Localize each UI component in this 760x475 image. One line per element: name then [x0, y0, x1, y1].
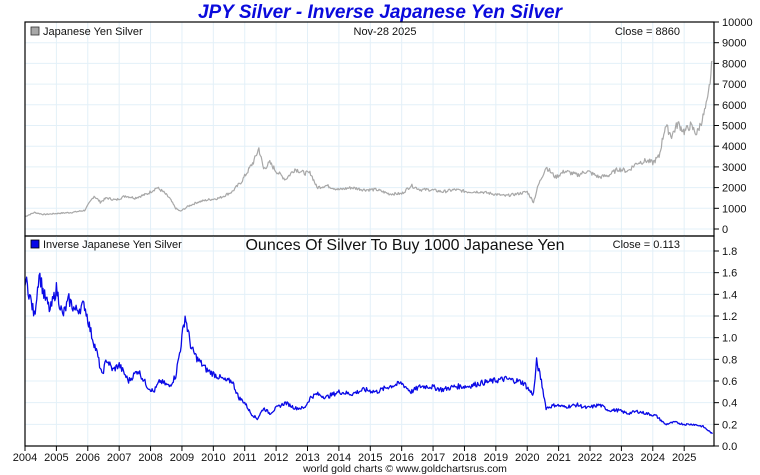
bottom-y-tick-label: 1.4	[722, 289, 737, 301]
top-close-label: Close = 8860	[615, 26, 680, 38]
x-tick-label: 2025	[672, 452, 696, 464]
top-y-axis: 0 1000 2000 3000 4000 5000 6000 7000 8000 9000 100…	[714, 17, 753, 236]
x-tick-label: 2015	[358, 452, 382, 464]
x-tick-label: 2005	[44, 452, 68, 464]
top-y-tick-label: 10000	[722, 17, 753, 29]
x-tick-label: 2013	[295, 452, 319, 464]
bottom-panel-grid	[25, 236, 714, 446]
bottom-close-label: Close = 0.113	[613, 239, 680, 251]
date-label: Nov-28 2025	[354, 26, 417, 38]
top-y-tick-label: 9000	[722, 38, 746, 50]
bottom-y-tick-label: 1.0	[722, 333, 737, 345]
top-series-line	[24, 60, 713, 218]
bottom-panel-title: Ounces Of Silver To Buy 1000 Japanese Ye…	[245, 237, 564, 254]
x-tick-label: 2018	[452, 452, 476, 464]
x-tick-label: 2019	[484, 452, 508, 464]
x-tick-label: 2010	[201, 452, 225, 464]
bottom-y-tick-label: 1.6	[722, 268, 737, 280]
x-tick-label: 2017	[421, 452, 445, 464]
bottom-y-tick-label: 0.2	[722, 419, 737, 431]
chart-title: JPY Silver - Inverse Japanese Yen Silver	[198, 2, 564, 23]
top-y-tick-label: 8000	[722, 58, 746, 70]
bottom-panel-frame	[24, 235, 715, 447]
x-tick-label: 2007	[107, 452, 131, 464]
bottom-legend-swatch	[30, 239, 40, 249]
bottom-y-tick-label: 1.2	[722, 311, 737, 323]
bottom-y-tick-label: 0.0	[722, 441, 737, 453]
top-y-tick-label: 6000	[722, 100, 746, 112]
x-tick-label: 2021	[546, 452, 570, 464]
x-tick-label: 2023	[609, 452, 633, 464]
bottom-series-line	[24, 272, 713, 435]
bottom-y-tick-label: 0.6	[722, 376, 737, 388]
x-tick-label: 2006	[76, 452, 100, 464]
x-tick-label: 2022	[578, 452, 602, 464]
top-y-tick-label: 0	[722, 224, 728, 236]
x-tick-label: 2016	[389, 452, 413, 464]
x-axis: 2004 2005 2006 2007 2008 2009 2010 2011 2012 2013…	[13, 446, 696, 464]
x-tick-label: 2011	[233, 452, 257, 464]
top-y-tick-label: 1000	[722, 203, 746, 215]
top-panel-series	[24, 60, 713, 218]
top-legend-swatch	[30, 26, 40, 36]
bottom-y-axis: 0.0 0.2 0.4 0.6 0.8 1.0 1.2 1.4 1.6 1.8	[714, 246, 737, 453]
top-y-tick-label: 3000	[722, 162, 746, 174]
bottom-y-tick-label: 1.8	[722, 246, 737, 258]
x-tick-label: 2014	[327, 452, 351, 464]
x-tick-label: 2020	[515, 452, 539, 464]
x-tick-label: 2012	[264, 452, 288, 464]
x-tick-label: 2004	[13, 452, 37, 464]
bottom-y-tick-label: 0.4	[722, 398, 737, 410]
bottom-y-tick-label: 0.8	[722, 354, 737, 366]
footer-credit: world gold charts © www.goldchartsrus.co…	[302, 463, 507, 475]
top-y-tick-label: 5000	[722, 121, 746, 133]
top-y-tick-label: 4000	[722, 141, 746, 153]
x-tick-label: 2024	[641, 452, 665, 464]
top-legend-label: Japanese Yen Silver	[43, 26, 143, 38]
top-y-tick-label: 7000	[722, 79, 746, 91]
top-y-tick-label: 2000	[722, 183, 746, 195]
bottom-legend-label: Inverse Japanese Yen Silver	[43, 239, 182, 251]
x-tick-label: 2008	[138, 452, 162, 464]
top-panel-grid	[25, 22, 714, 236]
x-tick-label: 2009	[170, 452, 194, 464]
